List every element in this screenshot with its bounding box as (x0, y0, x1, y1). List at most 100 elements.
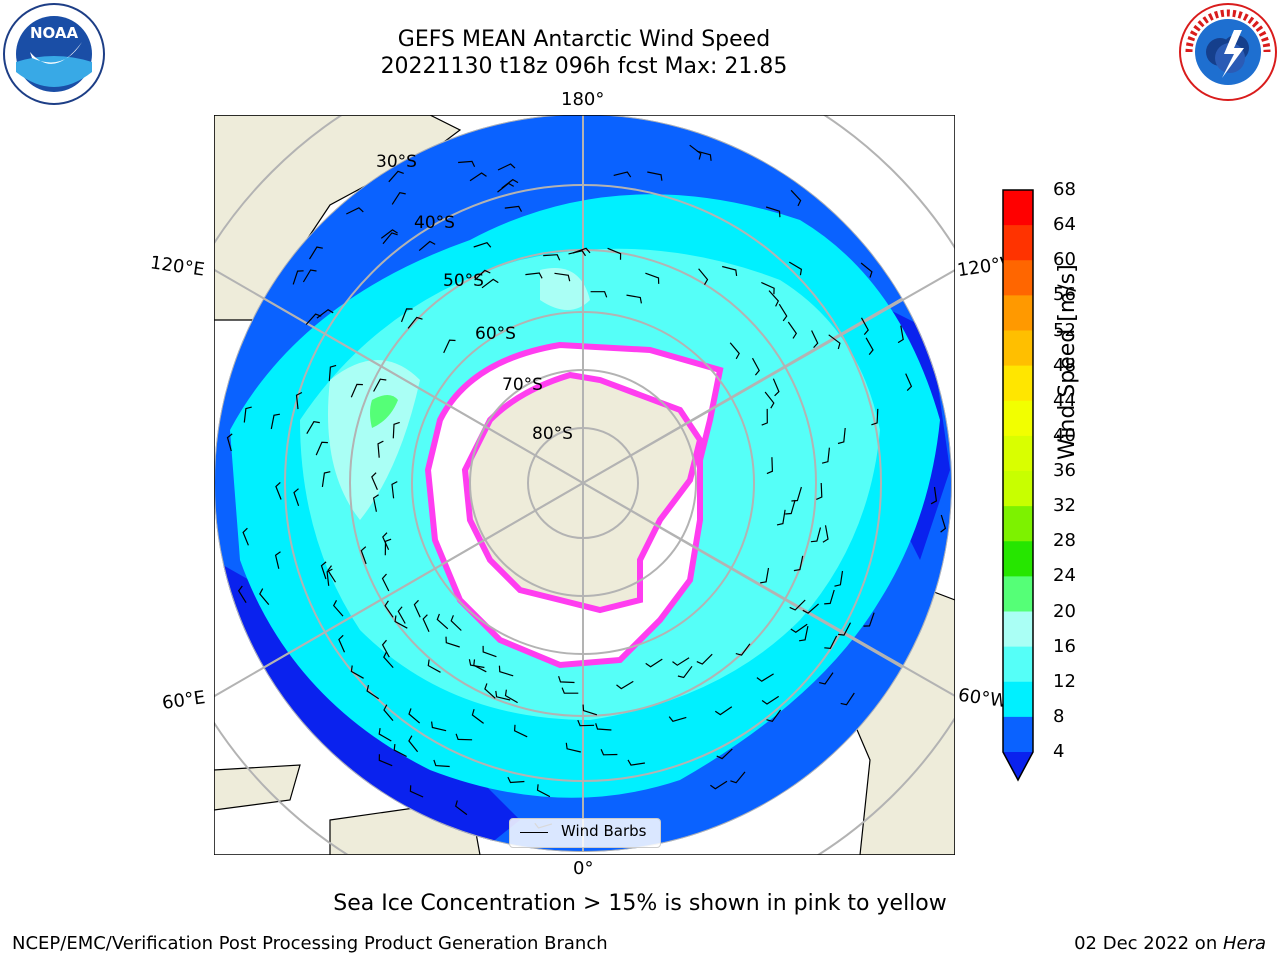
wind-barb (332, 600, 344, 617)
wind-barb (275, 481, 282, 500)
wind-barb (381, 573, 390, 592)
lat-label-70s: 70°S (502, 375, 543, 395)
wind-barb (689, 144, 702, 160)
wind-barb (645, 272, 660, 284)
colorbar-tick: 20 (1053, 600, 1076, 622)
wind-barb (378, 728, 392, 742)
wind-barb (306, 421, 320, 435)
wind-barb (565, 742, 581, 753)
lon-label-180: 180° (561, 89, 605, 110)
wind-barb (558, 676, 575, 684)
footer-right: 02 Dec 2022 on Hera (1074, 933, 1266, 954)
wind-barb (871, 408, 879, 426)
colorbar-tick: 12 (1053, 670, 1076, 692)
colorbar-band (1003, 260, 1033, 296)
colorbar-tick: 4 (1053, 741, 1065, 762)
colorbar-band (1003, 506, 1033, 542)
colorbar-tick: 44 (1053, 389, 1076, 411)
colorbar-tick: 28 (1053, 530, 1076, 552)
wind-barb (497, 182, 514, 193)
legend-line-swatch (520, 832, 548, 833)
colorbar-tick: 8 (1053, 705, 1065, 727)
wind-barb (427, 659, 441, 673)
wind-barb (504, 689, 518, 704)
wind-barb (778, 303, 788, 322)
wind-barb (772, 378, 780, 397)
map-legend: Wind Barbs (509, 818, 661, 848)
colorbar-tick: 56 (1053, 284, 1076, 306)
wind-barb (350, 383, 363, 398)
wind-barb (407, 316, 423, 329)
colorbar-band (1003, 716, 1033, 753)
chart-title: GEFS MEAN Antarctic Wind Speed (397, 27, 771, 52)
chart-subtitle: 20221130 t18z 096h fcst Max: 21.85 (380, 54, 788, 79)
wind-barb (315, 441, 328, 456)
wind-barb (714, 706, 733, 716)
wind-barb (766, 709, 782, 722)
wind-barb (810, 527, 822, 543)
ice-caption: Sea Ice Concentration > 15% is shown in … (333, 891, 947, 916)
noaa-logo-text: NOAA (30, 24, 79, 42)
wind-barb (455, 800, 468, 816)
wind-barb (384, 600, 394, 618)
wind-barb (507, 776, 525, 784)
noaa-logo: NOAA (2, 2, 106, 106)
colorbar-band (1003, 681, 1033, 718)
colorbar-band (1003, 576, 1033, 612)
colorbar-band (1003, 435, 1033, 472)
wind-barb (776, 509, 786, 526)
wind-barb (626, 294, 642, 304)
wind-barb (785, 499, 796, 515)
wind-barb (237, 585, 247, 604)
wind-barb (698, 268, 709, 285)
wind-barb (274, 551, 281, 569)
wind-barb (716, 748, 733, 760)
wind-field (214, 114, 952, 852)
wind-barb (722, 265, 738, 276)
wind-barb (595, 723, 612, 731)
wind-barb (388, 170, 404, 183)
wind-barb (824, 589, 835, 605)
lon-label-60e: 60°E (160, 687, 207, 714)
legend-label: Wind Barbs (561, 822, 647, 840)
wind-barb (554, 272, 571, 282)
wind-barb (582, 704, 598, 716)
wind-barb (905, 373, 913, 392)
wind-barb (293, 488, 300, 506)
wind-barb (672, 657, 690, 666)
wind-barb (828, 334, 841, 350)
wind-barb (372, 494, 379, 512)
wind-barb (790, 623, 808, 634)
colorbar-band (1003, 225, 1033, 261)
wind-barb (473, 242, 492, 248)
wind-barb (730, 771, 746, 784)
wind-barb (418, 240, 436, 252)
colorbar-band (1003, 471, 1033, 507)
wind-barb (326, 568, 333, 586)
wind-barb (760, 567, 770, 584)
nws-logo (1178, 2, 1278, 102)
wind-barb (791, 486, 802, 502)
wind-barb (371, 472, 378, 491)
wind-barb (590, 291, 608, 298)
wind-barb (802, 603, 819, 614)
wind-barb (242, 527, 249, 546)
wind-barb (409, 785, 424, 798)
colorbar-tick: 40 (1053, 424, 1076, 446)
wind-barb (391, 192, 406, 205)
wind-barb (474, 269, 491, 281)
wind-barb (382, 232, 398, 245)
wind-barb (735, 643, 751, 656)
footer-date: 02 Dec 2022 on (1074, 933, 1223, 954)
colorbar-band (1003, 611, 1033, 648)
wind-barb (473, 659, 487, 673)
wind-barb (696, 653, 713, 665)
colorbar-tick: 64 (1053, 214, 1076, 236)
wind-barb (799, 625, 809, 642)
colorbar-tick: 36 (1053, 460, 1076, 481)
wind-barb (793, 555, 804, 572)
wind-barb (668, 716, 687, 722)
wind-barb (484, 683, 496, 699)
wind-barb (768, 290, 780, 307)
colorbar-tick: 48 (1053, 354, 1076, 376)
